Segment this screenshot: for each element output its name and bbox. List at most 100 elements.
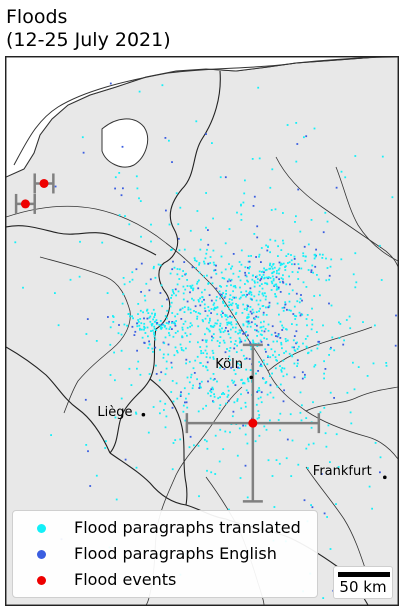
flood-paragraph-point xyxy=(262,378,265,380)
flood-paragraph-point xyxy=(247,334,249,337)
flood-paragraph-point xyxy=(153,316,156,318)
flood-paragraph-point xyxy=(295,122,298,124)
flood-paragraph-point xyxy=(140,322,143,325)
flood-paragraph-point xyxy=(156,322,158,324)
map-canvas[interactable] xyxy=(6,57,398,605)
flood-paragraph-point xyxy=(247,266,249,269)
flood-paragraph-point xyxy=(260,261,262,263)
flood-paragraph-point xyxy=(323,406,326,409)
border-lu-de xyxy=(149,378,188,506)
flood-paragraph-point xyxy=(275,335,277,337)
flood-paragraph-point xyxy=(258,416,260,419)
flood-paragraph-point xyxy=(270,333,273,336)
flood-paragraph-point xyxy=(246,442,249,445)
flood-event-marker[interactable] xyxy=(248,418,258,428)
flood-paragraph-point xyxy=(206,361,209,364)
flood-paragraph-point xyxy=(283,352,285,354)
flood-paragraph-point xyxy=(122,293,125,296)
flood-paragraph-point xyxy=(285,328,287,330)
flood-paragraph-point xyxy=(288,352,291,355)
flood-event[interactable] xyxy=(33,173,55,194)
flood-paragraph-point xyxy=(316,347,319,350)
flood-paragraph-point xyxy=(279,291,282,293)
flood-paragraph-point xyxy=(219,297,221,300)
flood-paragraph-point xyxy=(316,331,318,333)
flood-paragraph-point xyxy=(215,272,218,275)
flood-paragraph-point xyxy=(306,314,309,316)
flood-paragraph-point xyxy=(250,255,252,257)
flood-paragraph-point xyxy=(244,433,247,436)
flood-paragraph-point xyxy=(167,343,170,346)
flood-paragraph-point xyxy=(229,359,231,361)
flood-paragraph-point xyxy=(372,362,375,365)
flood-paragraph-point xyxy=(297,263,300,265)
flood-paragraph-point xyxy=(95,340,98,342)
flood-paragraph-point xyxy=(232,272,235,275)
flood-paragraph-point xyxy=(353,388,356,391)
flood-paragraph-point xyxy=(211,349,214,352)
flood-paragraph-point xyxy=(286,373,288,376)
flood-paragraph-point xyxy=(186,406,189,409)
flood-paragraph-point xyxy=(203,303,206,306)
flood-paragraph-point xyxy=(279,281,281,284)
flood-paragraph-point xyxy=(254,440,257,443)
flood-paragraph-point xyxy=(271,325,274,328)
flood-paragraph-point xyxy=(337,466,340,468)
flood-paragraph-point xyxy=(136,322,138,325)
flood-paragraph-point xyxy=(256,278,259,280)
flood-paragraph-point xyxy=(175,382,178,385)
flood-paragraph-point xyxy=(281,329,284,331)
flood-paragraph-point xyxy=(186,285,189,287)
flood-paragraph-point xyxy=(325,445,328,448)
flood-paragraph-point xyxy=(262,311,265,314)
flood-event[interactable] xyxy=(185,343,321,503)
flood-paragraph-point xyxy=(296,300,299,303)
flood-paragraph-point xyxy=(229,294,232,297)
flood-paragraph-point xyxy=(261,293,264,295)
flood-paragraph-point xyxy=(226,385,229,388)
flood-paragraph-point xyxy=(180,347,183,349)
flood-paragraph-point xyxy=(306,346,308,349)
flood-paragraph-point xyxy=(168,223,171,226)
flood-paragraph-point xyxy=(264,292,266,295)
flood-paragraph-point xyxy=(228,508,230,511)
flood-paragraph-point xyxy=(175,320,177,322)
flood-paragraph-point xyxy=(342,343,345,346)
flood-event-marker[interactable] xyxy=(39,178,49,188)
flood-paragraph-point xyxy=(299,391,302,394)
flood-paragraph-point xyxy=(259,365,262,367)
flood-paragraph-point xyxy=(293,305,296,308)
flood-paragraph-point xyxy=(257,303,260,306)
flood-paragraph-point xyxy=(237,275,240,278)
flood-paragraph-point xyxy=(237,307,239,309)
flood-paragraph-point xyxy=(296,348,299,350)
flood-paragraph-point xyxy=(258,414,261,416)
map-panel[interactable]: Köln Liège Frankfurt xyxy=(5,56,399,606)
flood-paragraph-point xyxy=(301,371,304,374)
flood-event[interactable] xyxy=(14,193,36,214)
flood-paragraph-point xyxy=(203,260,205,263)
flood-paragraph-point xyxy=(138,90,141,93)
flood-paragraph-point xyxy=(262,305,265,307)
flood-paragraph-point xyxy=(192,384,194,387)
flood-paragraph-point xyxy=(258,310,260,313)
flood-paragraph-point xyxy=(184,401,186,404)
flood-paragraph-point xyxy=(144,299,147,302)
river-north xyxy=(275,156,398,268)
flood-paragraph-point xyxy=(172,335,175,338)
flood-paragraph-point xyxy=(253,195,256,198)
flood-paragraph-point xyxy=(263,267,265,270)
flood-paragraph-point xyxy=(223,368,226,370)
flood-paragraph-point xyxy=(271,275,274,278)
flood-paragraph-point xyxy=(242,324,245,327)
flood-paragraph-point xyxy=(267,306,270,309)
flood-paragraph-point xyxy=(313,253,316,256)
flood-event-marker[interactable] xyxy=(20,199,30,209)
flood-paragraph-point xyxy=(275,288,278,291)
flood-paragraph-point xyxy=(185,358,188,361)
flood-paragraph-point xyxy=(239,364,242,366)
flood-paragraph-point xyxy=(225,327,227,329)
flood-paragraph-point xyxy=(214,473,217,475)
flood-paragraph-point xyxy=(229,279,232,282)
flood-paragraph-point xyxy=(186,300,189,303)
